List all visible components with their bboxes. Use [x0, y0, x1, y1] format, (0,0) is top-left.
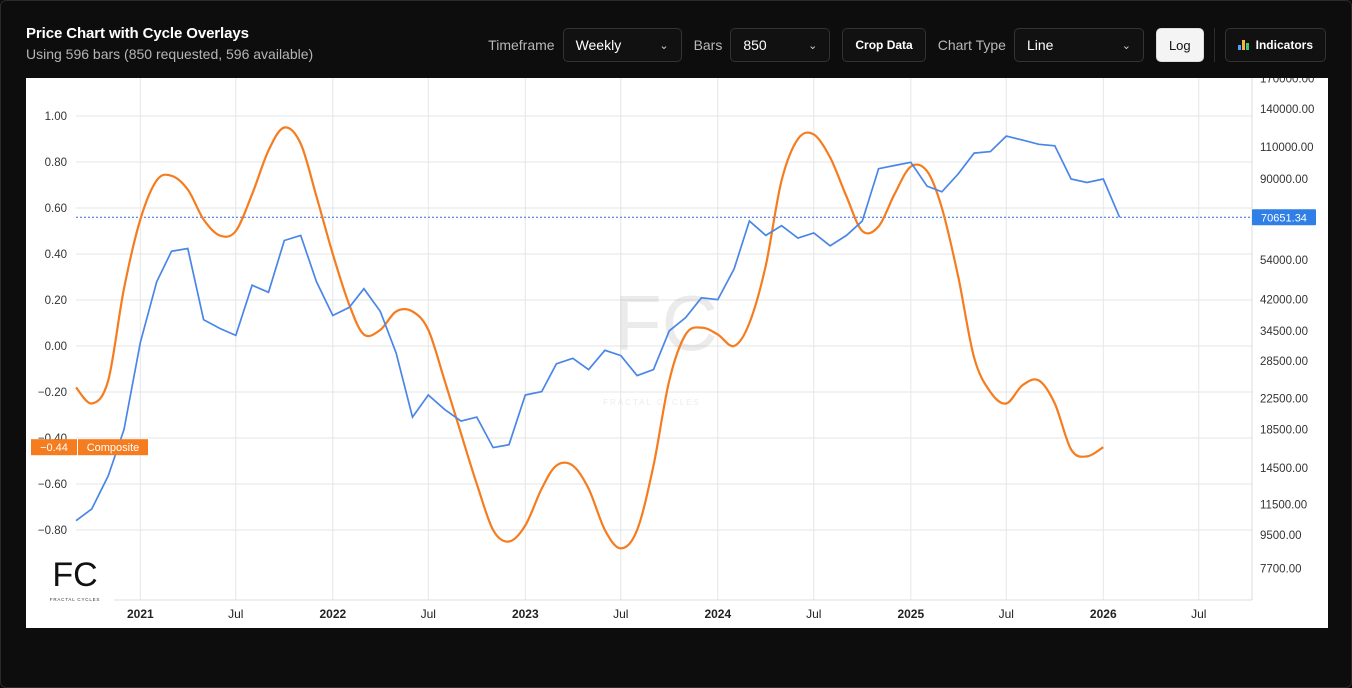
watermark-logo: FC: [614, 279, 718, 367]
time-tick-label: 2024: [704, 607, 731, 621]
timeframe-value: Weekly: [575, 37, 622, 53]
right-axis: 170000.00 140000.00 110000.00 90000.00 54000…: [1260, 73, 1314, 575]
bars-info: Using 596 bars (850 requested, 596 avail…: [26, 46, 314, 62]
right-tick-label: 34500.00: [1260, 326, 1308, 338]
right-tick-label: 9500.00: [1260, 530, 1302, 542]
watermark: FC FRACTAL CYCLES: [603, 279, 718, 407]
last-price-tag: 70651.34: [1252, 209, 1316, 226]
bars-select[interactable]: 850 ⌄: [730, 28, 831, 62]
time-tick-label: 2025: [897, 607, 924, 621]
left-tick-label: 0.00: [45, 341, 67, 353]
brand-logo: FC FRACTAL CYCLES: [50, 550, 100, 602]
time-tick-label: Jul: [228, 607, 243, 621]
right-tick-label: 140000.00: [1260, 104, 1314, 116]
bars-label: Bars: [693, 37, 723, 53]
chart-header: Price Chart with Cycle Overlays Using 59…: [26, 25, 313, 62]
right-tick-label: 7700.00: [1260, 563, 1302, 575]
right-tick-label: 54000.00: [1260, 255, 1308, 267]
composite-value: −0.44: [40, 442, 68, 454]
right-tick-label: 170000.00: [1260, 78, 1314, 85]
left-tick-label: −0.20: [38, 387, 67, 399]
log-scale-button[interactable]: Log: [1155, 28, 1204, 62]
time-tick-label: Jul: [421, 607, 436, 621]
time-tick-label: 2026: [1090, 607, 1117, 621]
right-tick-label: 28500.00: [1260, 356, 1308, 368]
right-tick-label: 11500.00: [1260, 500, 1307, 512]
last-price-value: 70651.34: [1261, 212, 1307, 224]
indicators-label: Indicators: [1255, 38, 1313, 52]
composite-tag: −0.44 Composite: [31, 439, 148, 456]
price-line[interactable]: [75, 135, 1121, 522]
timeframe-label: Timeframe: [488, 37, 555, 53]
left-tick-label: 0.60: [45, 203, 67, 215]
brand-logo-text: FC: [52, 556, 97, 594]
right-tick-label: 18500.00: [1260, 424, 1308, 436]
left-tick-label: 0.20: [45, 295, 67, 307]
brand-logo-caption: FRACTAL CYCLES: [50, 597, 100, 602]
left-tick-label: 0.80: [45, 157, 67, 169]
left-tick-label: 1.00: [45, 111, 67, 123]
toolbar-divider: [1213, 28, 1215, 62]
right-tick-label: 14500.00: [1260, 463, 1308, 475]
time-axis: 2021 Jul 2022 Jul 2023 Jul 2024 Jul 2025 Jul 2026 J…: [127, 607, 1206, 621]
timeframe-select[interactable]: Weekly ⌄: [562, 28, 682, 62]
chart-type-value: Line: [1026, 37, 1054, 53]
chart-area[interactable]: FC FRACTAL CYCLES 1.00 0.80 0.60 0.40 0.20 0.…: [26, 73, 1328, 628]
chart-type-select[interactable]: Line ⌄: [1013, 28, 1144, 62]
left-tick-label: −0.60: [38, 479, 67, 491]
right-tick-label: 42000.00: [1260, 295, 1308, 307]
composite-series-label: Composite: [87, 442, 140, 454]
indicators-button[interactable]: Indicators: [1224, 28, 1326, 62]
brand-logo-bg: [52, 550, 98, 600]
crop-data-button[interactable]: Crop Data: [842, 28, 926, 62]
left-axis: 1.000.800.600.400.200.00−0.20−0.40−0.60−…: [38, 111, 67, 537]
left-tick-label: 0.40: [45, 249, 67, 261]
bar-chart-icon: [1237, 40, 1250, 50]
composite-value-badge: [31, 439, 77, 456]
left-tick-label: −0.80: [38, 525, 67, 537]
time-tick-label: Jul: [1191, 607, 1206, 621]
watermark-caption: FRACTAL CYCLES: [603, 398, 701, 407]
page-title: Price Chart with Cycle Overlays: [26, 25, 249, 42]
chevron-down-icon: ⌄: [808, 39, 818, 52]
right-tick-label: 110000.00: [1260, 142, 1314, 154]
composite-name-badge: [78, 439, 148, 456]
chart-type-label: Chart Type: [937, 37, 1006, 53]
last-price-badge: [1252, 209, 1316, 226]
composite-line[interactable]: [75, 126, 1104, 550]
chevron-down-icon: ⌄: [1121, 39, 1131, 52]
time-tick-label: 2022: [319, 607, 346, 621]
time-tick-label: 2021: [127, 607, 154, 621]
time-tick-label: Jul: [806, 607, 821, 621]
right-tick-label: 22500.00: [1260, 393, 1308, 405]
time-tick-label: 2023: [512, 607, 539, 621]
right-tick-label: 90000.00: [1260, 174, 1308, 186]
price-chart[interactable]: FC FRACTAL CYCLES 1.00 0.80 0.60 0.40 0.20 0.…: [26, 73, 1328, 628]
bars-value: 850: [743, 37, 767, 53]
chevron-down-icon: ⌄: [659, 39, 669, 52]
time-tick-label: Jul: [613, 607, 628, 621]
toolbar: Timeframe Weekly ⌄ Bars 850 ⌄ Crop Data …: [476, 28, 1326, 62]
time-tick-label: Jul: [999, 607, 1014, 621]
